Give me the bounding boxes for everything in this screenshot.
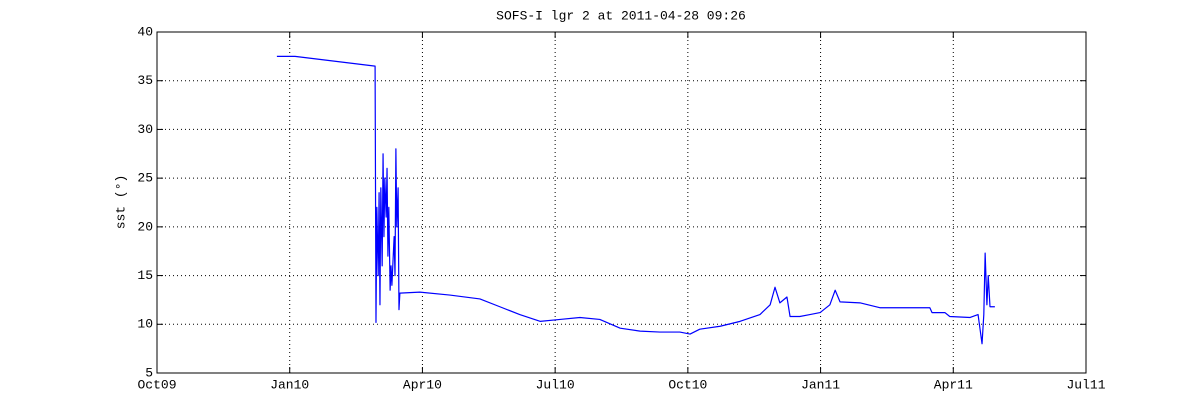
- x-tick-label: Jul11: [1066, 377, 1105, 392]
- y-tick-label: 15: [137, 268, 153, 283]
- x-tick-label: Jan11: [801, 377, 840, 392]
- y-tick-label: 40: [137, 24, 153, 39]
- x-tick-label: Apr11: [934, 377, 973, 392]
- x-tick-label: Oct10: [668, 377, 707, 392]
- x-tick-label: Jan10: [270, 377, 309, 392]
- x-tick-label: Apr10: [403, 377, 442, 392]
- y-tick-label: 10: [137, 317, 153, 332]
- y-tick-label: 35: [137, 73, 153, 88]
- data-line: [276, 55, 995, 345]
- y-tick-label: 25: [137, 171, 153, 186]
- y-tick-label: 20: [137, 219, 153, 234]
- y-tick-label: 5: [145, 365, 153, 380]
- chart-title: SOFS-I lgr 2 at 2011-04-28 09:26: [496, 8, 746, 23]
- x-tick-label: Jul10: [536, 377, 575, 392]
- x-tick-label: Oct09: [137, 377, 176, 392]
- y-axis-label: sst (°): [113, 175, 128, 230]
- y-tick-label: 30: [137, 122, 153, 137]
- plot-frame: [156, 31, 1087, 374]
